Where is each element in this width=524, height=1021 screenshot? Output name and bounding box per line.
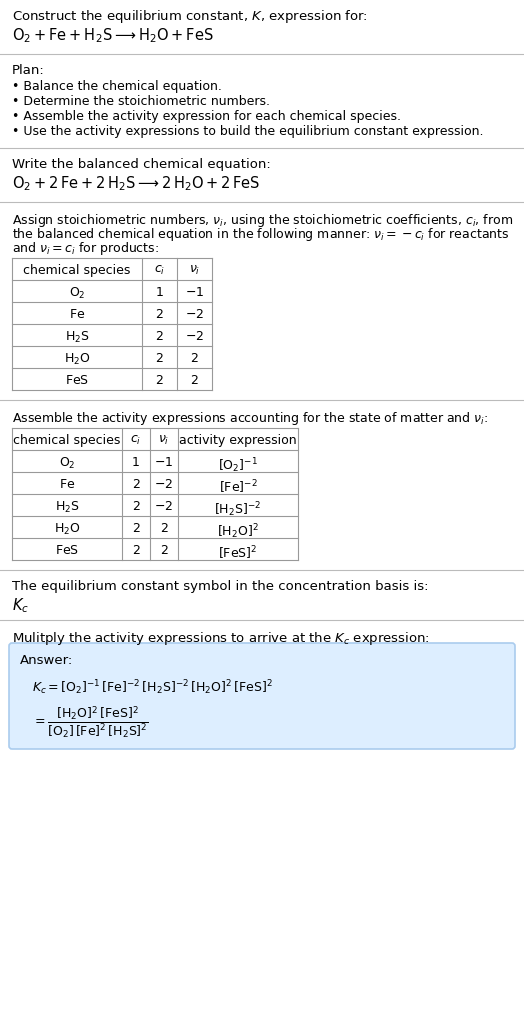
Text: $\mathrm{H_2S}$: $\mathrm{H_2S}$ bbox=[54, 500, 79, 516]
Text: $\mathrm{FeS}$: $\mathrm{FeS}$ bbox=[55, 544, 79, 557]
Text: • Determine the stoichiometric numbers.: • Determine the stoichiometric numbers. bbox=[12, 95, 270, 108]
Text: $2$: $2$ bbox=[190, 352, 199, 364]
Text: $\mathrm{FeS}$: $\mathrm{FeS}$ bbox=[65, 374, 89, 387]
Text: Plan:: Plan: bbox=[12, 64, 45, 77]
Text: • Use the activity expressions to build the equilibrium constant expression.: • Use the activity expressions to build … bbox=[12, 125, 484, 138]
Text: $-2$: $-2$ bbox=[185, 330, 204, 343]
Text: $-1$: $-1$ bbox=[185, 286, 204, 299]
Text: $c_i$: $c_i$ bbox=[154, 264, 165, 277]
Text: $\mathrm{O_2 + 2\,Fe + 2\,H_2S} \longrightarrow \mathrm{2\,H_2O + 2\,FeS}$: $\mathrm{O_2 + 2\,Fe + 2\,H_2S} \longrig… bbox=[12, 174, 260, 193]
Text: $\mathrm{H_2S}$: $\mathrm{H_2S}$ bbox=[64, 330, 90, 345]
Text: $[\mathrm{Fe}]^{-2}$: $[\mathrm{Fe}]^{-2}$ bbox=[219, 478, 257, 495]
Text: $\mathrm{O_2 + Fe + H_2S} \longrightarrow \mathrm{H_2O + FeS}$: $\mathrm{O_2 + Fe + H_2S} \longrightarro… bbox=[12, 26, 213, 45]
Text: $\mathrm{Fe}$: $\mathrm{Fe}$ bbox=[69, 308, 85, 321]
Text: 2: 2 bbox=[156, 330, 163, 343]
Text: 1: 1 bbox=[132, 456, 140, 469]
Text: $K_c$: $K_c$ bbox=[12, 596, 29, 615]
Text: $\nu_i$: $\nu_i$ bbox=[158, 434, 170, 447]
Text: $K_c = [\mathrm{O_2}]^{-1}\,[\mathrm{Fe}]^{-2}\,[\mathrm{H_2S}]^{-2}\,[\mathrm{H: $K_c = [\mathrm{O_2}]^{-1}\,[\mathrm{Fe}… bbox=[32, 678, 272, 696]
Text: $2$: $2$ bbox=[160, 522, 168, 535]
Text: $[\mathrm{H_2S}]^{-2}$: $[\mathrm{H_2S}]^{-2}$ bbox=[214, 500, 261, 519]
Text: $[\mathrm{O_2}]^{-1}$: $[\mathrm{O_2}]^{-1}$ bbox=[218, 456, 258, 475]
Text: $c_i$: $c_i$ bbox=[130, 434, 141, 447]
Text: $= \dfrac{[\mathrm{H_2O}]^{2}\,[\mathrm{FeS}]^{2}}{[\mathrm{O_2}]\,[\mathrm{Fe}]: $= \dfrac{[\mathrm{H_2O}]^{2}\,[\mathrm{… bbox=[32, 704, 149, 740]
Text: $\mathrm{H_2O}$: $\mathrm{H_2O}$ bbox=[54, 522, 80, 537]
Text: The equilibrium constant symbol in the concentration basis is:: The equilibrium constant symbol in the c… bbox=[12, 580, 429, 593]
Text: and $\nu_i = c_i$ for products:: and $\nu_i = c_i$ for products: bbox=[12, 240, 159, 257]
Text: $\nu_i$: $\nu_i$ bbox=[189, 264, 200, 277]
Text: 2: 2 bbox=[156, 308, 163, 321]
Text: 2: 2 bbox=[132, 500, 140, 513]
Text: 2: 2 bbox=[132, 544, 140, 557]
Text: Construct the equilibrium constant, $K$, expression for:: Construct the equilibrium constant, $K$,… bbox=[12, 8, 368, 25]
Text: 2: 2 bbox=[132, 478, 140, 491]
Text: Mulitply the activity expressions to arrive at the $K_c$ expression:: Mulitply the activity expressions to arr… bbox=[12, 630, 430, 647]
Text: $2$: $2$ bbox=[160, 544, 168, 557]
Text: $-2$: $-2$ bbox=[155, 500, 173, 513]
Text: chemical species: chemical species bbox=[13, 434, 121, 447]
Text: $2$: $2$ bbox=[190, 374, 199, 387]
Text: $-2$: $-2$ bbox=[155, 478, 173, 491]
Text: $\mathrm{O_2}$: $\mathrm{O_2}$ bbox=[59, 456, 75, 471]
Text: Answer:: Answer: bbox=[20, 654, 73, 667]
Text: Write the balanced chemical equation:: Write the balanced chemical equation: bbox=[12, 158, 271, 171]
Text: $-2$: $-2$ bbox=[185, 308, 204, 321]
Text: Assemble the activity expressions accounting for the state of matter and $\nu_i$: Assemble the activity expressions accoun… bbox=[12, 410, 488, 427]
Text: • Assemble the activity expression for each chemical species.: • Assemble the activity expression for e… bbox=[12, 110, 401, 123]
Text: $\mathrm{O_2}$: $\mathrm{O_2}$ bbox=[69, 286, 85, 301]
Text: 2: 2 bbox=[156, 352, 163, 364]
Text: the balanced chemical equation in the following manner: $\nu_i = -c_i$ for react: the balanced chemical equation in the fo… bbox=[12, 226, 509, 243]
Text: 2: 2 bbox=[156, 374, 163, 387]
Text: Assign stoichiometric numbers, $\nu_i$, using the stoichiometric coefficients, $: Assign stoichiometric numbers, $\nu_i$, … bbox=[12, 212, 513, 229]
Text: $[\mathrm{FeS}]^{2}$: $[\mathrm{FeS}]^{2}$ bbox=[219, 544, 258, 562]
Text: activity expression: activity expression bbox=[179, 434, 297, 447]
Text: $[\mathrm{H_2O}]^{2}$: $[\mathrm{H_2O}]^{2}$ bbox=[217, 522, 259, 541]
Text: 1: 1 bbox=[156, 286, 163, 299]
Text: $-1$: $-1$ bbox=[155, 456, 173, 469]
Text: chemical species: chemical species bbox=[23, 264, 130, 277]
FancyBboxPatch shape bbox=[9, 643, 515, 749]
Text: • Balance the chemical equation.: • Balance the chemical equation. bbox=[12, 80, 222, 93]
Text: $\mathrm{Fe}$: $\mathrm{Fe}$ bbox=[59, 478, 75, 491]
Text: 2: 2 bbox=[132, 522, 140, 535]
Text: $\mathrm{H_2O}$: $\mathrm{H_2O}$ bbox=[64, 352, 90, 368]
